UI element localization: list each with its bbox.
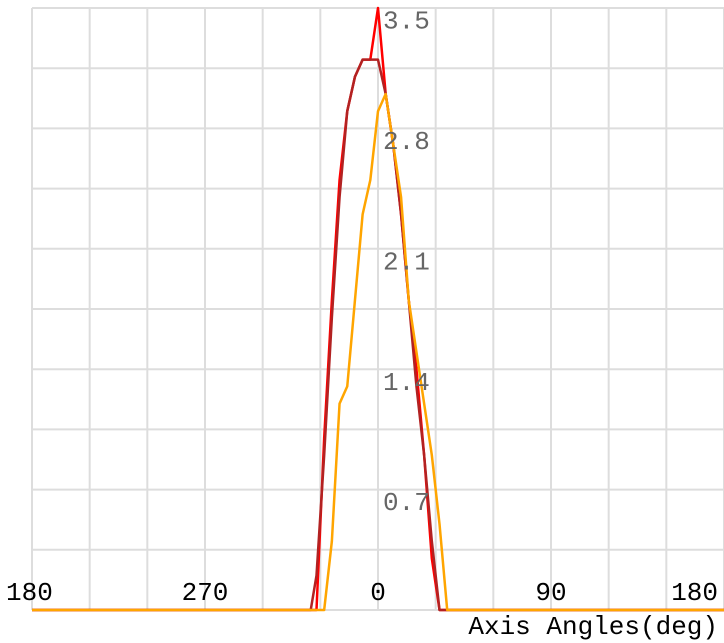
y-tick-label: 2.1 xyxy=(383,247,430,277)
x-tick-label: 180 xyxy=(6,578,53,608)
y-tick-label: 1.4 xyxy=(383,368,430,398)
x-tick-label: 0 xyxy=(370,578,386,608)
x-tick-label: 270 xyxy=(182,578,229,608)
series-line xyxy=(32,58,724,612)
x-tick-label: 180 xyxy=(671,578,718,608)
y-tick-label: 3.5 xyxy=(383,7,430,37)
series-line xyxy=(32,92,724,612)
y-tick-label: 0.7 xyxy=(383,488,430,518)
y-tick-label: 2.8 xyxy=(383,127,430,157)
x-axis-title: Axis Angles(deg) xyxy=(468,612,718,642)
x-tick-label: 90 xyxy=(535,578,566,608)
